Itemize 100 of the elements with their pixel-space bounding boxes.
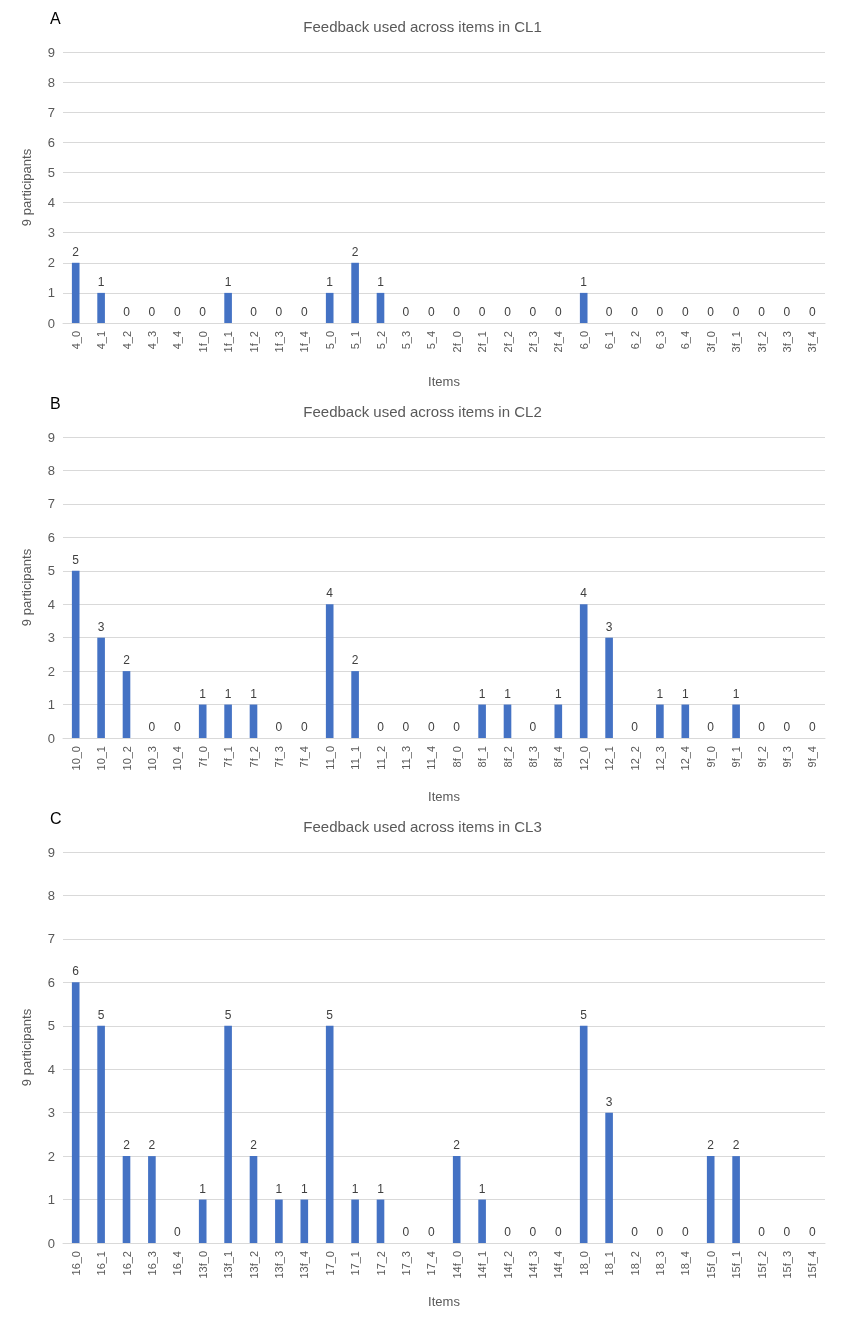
x-tick-label: 16_4 xyxy=(171,1251,184,1276)
data-label: 5 xyxy=(72,552,80,567)
x-tick-label: 15f_1 xyxy=(730,1251,743,1279)
data-label: 1 xyxy=(351,1181,359,1196)
x-tick-label: 15f_4 xyxy=(806,1251,819,1279)
x-axis-title: Items xyxy=(428,1294,461,1309)
data-label: 2 xyxy=(707,1138,715,1153)
x-tick-label: 4_1 xyxy=(95,331,108,350)
data-label: 5 xyxy=(326,1007,334,1022)
x-tick-label: 8f_4 xyxy=(552,746,565,768)
x-tick-label: 1f_2 xyxy=(247,331,260,353)
data-label: 0 xyxy=(402,305,410,319)
x-tick-label: 12_3 xyxy=(653,746,666,771)
data-label: 1 xyxy=(681,686,689,701)
x-tick-label: 18_0 xyxy=(577,1251,590,1276)
x-tick-label: 5_3 xyxy=(399,331,412,350)
bar xyxy=(97,637,105,738)
data-label: 0 xyxy=(808,720,816,734)
data-label: 2 xyxy=(123,1138,131,1153)
data-label: 1 xyxy=(224,274,232,289)
x-tick-label: 14f_1 xyxy=(476,1251,489,1279)
x-tick-label: 7f_1 xyxy=(222,746,235,768)
y-tick-label: 6 xyxy=(47,974,55,990)
chart-title: Feedback used across items in CL1 xyxy=(303,18,542,35)
x-tick-label: 8f_0 xyxy=(450,746,463,768)
x-tick-label: 13f_2 xyxy=(247,1251,260,1279)
y-tick-label: 8 xyxy=(47,887,55,903)
data-label: 0 xyxy=(504,1225,512,1239)
data-label: 1 xyxy=(377,274,385,289)
data-label: 1 xyxy=(478,686,486,701)
x-tick-label: 12_0 xyxy=(577,746,590,771)
x-tick-label: 3f_1 xyxy=(730,331,743,353)
x-tick-label: 13f_1 xyxy=(222,1251,235,1279)
data-label: 0 xyxy=(173,720,181,734)
y-tick-label: 2 xyxy=(47,663,55,679)
y-tick-label: 3 xyxy=(47,1105,55,1121)
x-tick-label: 7f_4 xyxy=(298,746,311,768)
x-tick-label: 10_2 xyxy=(120,746,133,771)
y-axis-title: 9 participants xyxy=(19,1008,34,1087)
data-label: 2 xyxy=(351,653,359,668)
x-tick-label: 13f_3 xyxy=(272,1251,285,1279)
bar xyxy=(579,1025,588,1243)
x-tick-label: 6_4 xyxy=(679,331,692,350)
bar xyxy=(325,1025,334,1243)
x-tick-label: 3f_3 xyxy=(780,331,793,353)
data-label: 2 xyxy=(148,1138,156,1153)
x-tick-label: 16_1 xyxy=(95,1251,108,1276)
data-label: 0 xyxy=(681,1225,689,1239)
data-label: 0 xyxy=(199,305,207,319)
x-tick-label: 17_2 xyxy=(374,1251,387,1276)
y-tick-label: 5 xyxy=(47,164,55,180)
data-label: 1 xyxy=(97,274,105,289)
y-tick-label: 2 xyxy=(47,255,55,271)
y-tick-label: 0 xyxy=(47,315,55,331)
y-tick-label: 1 xyxy=(47,697,55,713)
x-tick-label: 7f_2 xyxy=(247,746,260,768)
data-label: 0 xyxy=(783,1225,791,1239)
data-label: 0 xyxy=(631,720,639,734)
data-label: 1 xyxy=(300,1181,308,1196)
x-tick-label: 2f_4 xyxy=(552,331,565,353)
x-tick-label: 9f_4 xyxy=(806,746,819,768)
data-label: 2 xyxy=(72,244,80,259)
x-tick-label: 10_4 xyxy=(171,746,184,771)
data-label: 0 xyxy=(707,720,715,734)
y-tick-label: 7 xyxy=(47,931,55,947)
bar xyxy=(249,704,258,738)
y-tick-label: 7 xyxy=(47,496,55,512)
x-axis-title: Items xyxy=(428,374,461,389)
x-tick-label: 18_4 xyxy=(679,1251,692,1276)
data-label: 1 xyxy=(250,686,258,701)
data-label: 0 xyxy=(707,305,715,319)
bar xyxy=(71,982,80,1243)
data-label: 0 xyxy=(656,305,664,319)
x-tick-label: 14f_0 xyxy=(450,1251,463,1279)
data-label: 0 xyxy=(300,720,308,734)
x-tick-label: 5_2 xyxy=(374,331,387,350)
data-label: 3 xyxy=(605,619,613,634)
x-tick-label: 6_3 xyxy=(653,331,666,350)
y-tick-label: 3 xyxy=(47,225,55,241)
bar xyxy=(681,704,690,738)
bar xyxy=(122,671,131,738)
x-tick-label: 3f_2 xyxy=(755,331,768,353)
x-tick-label: 1f_0 xyxy=(196,331,209,353)
data-label: 0 xyxy=(123,305,131,319)
text: A xyxy=(50,9,61,27)
data-label: 0 xyxy=(504,305,512,319)
data-label: 1 xyxy=(377,1181,385,1196)
bar xyxy=(706,1156,715,1243)
data-label: 0 xyxy=(529,305,537,319)
data-label: 0 xyxy=(173,1225,181,1239)
x-tick-label: 2f_3 xyxy=(526,331,539,353)
y-tick-label: 9 xyxy=(47,44,55,60)
chart-title: Feedback used across items in CL3 xyxy=(303,818,542,835)
bar xyxy=(503,704,512,738)
data-label: 0 xyxy=(148,305,156,319)
x-tick-label: 14f_3 xyxy=(526,1251,539,1279)
bar xyxy=(122,1156,131,1243)
data-label: 0 xyxy=(758,720,766,734)
x-tick-label: 8f_3 xyxy=(526,746,539,768)
x-tick-label: 4_2 xyxy=(120,331,133,350)
